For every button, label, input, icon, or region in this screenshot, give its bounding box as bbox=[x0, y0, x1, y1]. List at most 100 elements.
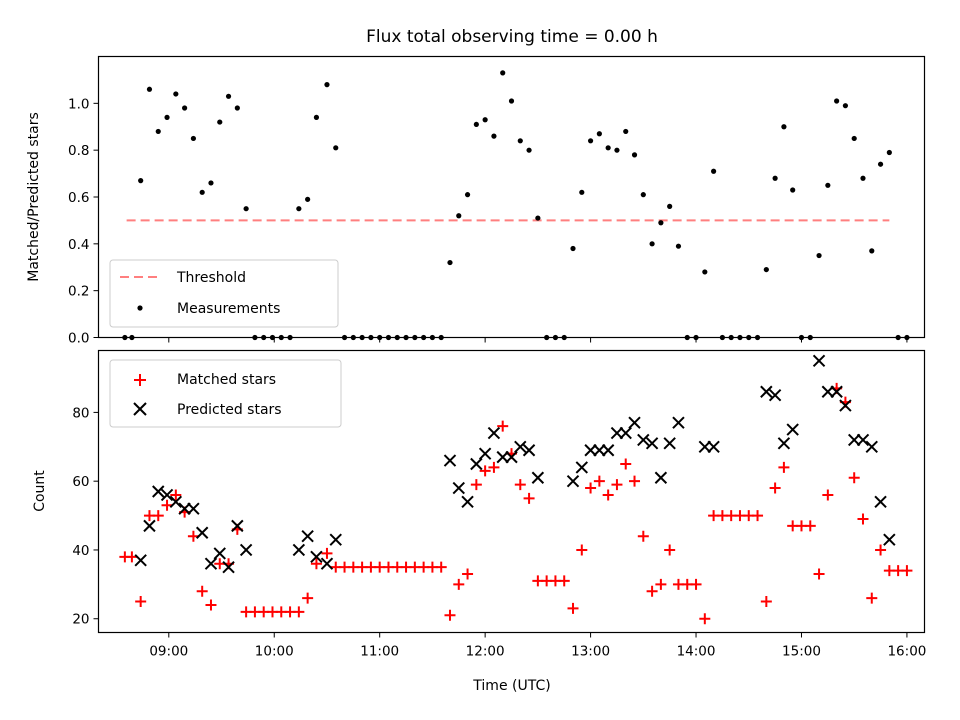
measurement-point bbox=[199, 189, 205, 195]
measurement-point bbox=[173, 91, 179, 97]
measurement-point bbox=[155, 128, 161, 135]
matched-point bbox=[488, 461, 500, 473]
measurement-point bbox=[649, 241, 655, 247]
predicted-point bbox=[812, 354, 826, 368]
predicted-point bbox=[329, 533, 342, 546]
predicted-point bbox=[169, 495, 183, 509]
measurement-point bbox=[208, 180, 214, 186]
matched-point bbox=[576, 544, 588, 556]
measurement-point bbox=[491, 133, 497, 139]
bottom-plot-frame bbox=[97, 349, 926, 634]
predicted-point bbox=[461, 495, 474, 509]
chart-title: Flux total observing time = 0.00 h bbox=[366, 27, 658, 47]
predicted-point bbox=[874, 495, 887, 509]
y-tick-label: 20 bbox=[72, 612, 89, 628]
legend-predicted-label: Predicted stars bbox=[177, 402, 282, 418]
top-y-axis: 0.0 0.2 0.4 0.6 0.8 1.0 bbox=[68, 96, 99, 347]
measurement-point bbox=[313, 114, 320, 120]
matched-point bbox=[822, 489, 834, 501]
measurement-point bbox=[217, 119, 223, 125]
measurement-point bbox=[816, 252, 822, 259]
predicted-point bbox=[496, 450, 509, 464]
predicted-point bbox=[865, 440, 878, 454]
predicted-point bbox=[645, 437, 659, 450]
top-plot-frame bbox=[97, 55, 926, 339]
measurement-point bbox=[658, 220, 664, 226]
predicted-point bbox=[601, 444, 615, 457]
matched-point bbox=[558, 575, 570, 587]
measurement-point bbox=[869, 248, 875, 254]
predicted-point bbox=[320, 557, 334, 570]
matched-point bbox=[196, 585, 208, 597]
predicted-point bbox=[593, 444, 606, 457]
matched-point bbox=[567, 602, 579, 614]
matched-point bbox=[813, 568, 825, 580]
predicted-point bbox=[478, 447, 492, 460]
matched-point bbox=[690, 578, 702, 590]
predicted-point bbox=[760, 385, 773, 398]
measurement-point bbox=[225, 93, 232, 99]
y-tick-label: 80 bbox=[72, 405, 89, 421]
measurement-point bbox=[623, 128, 629, 135]
y-tick-label: 0.0 bbox=[68, 331, 89, 347]
measurement-point bbox=[675, 243, 682, 249]
matched-point bbox=[602, 489, 614, 501]
measurement-point bbox=[234, 105, 240, 111]
measurement-point bbox=[614, 147, 620, 153]
predicted-point bbox=[143, 519, 156, 533]
predicted-point bbox=[619, 426, 632, 440]
matched-point bbox=[470, 479, 482, 491]
matched-point bbox=[629, 475, 641, 487]
predicted-point bbox=[584, 444, 597, 457]
measurement-point bbox=[587, 138, 594, 144]
y-tick-label: 0.6 bbox=[68, 190, 89, 206]
matched-point bbox=[664, 544, 676, 556]
matched-point bbox=[514, 479, 526, 491]
measurement-point bbox=[772, 175, 778, 181]
legend-measurements-swatch bbox=[137, 305, 143, 311]
measurement-point bbox=[296, 206, 302, 212]
measurement-point bbox=[860, 175, 866, 181]
predicted-point bbox=[628, 416, 641, 429]
predicted-point bbox=[195, 526, 209, 539]
predicted-point bbox=[531, 471, 545, 484]
measurement-point bbox=[473, 121, 479, 128]
measurement-point bbox=[579, 189, 585, 195]
predicted-point bbox=[222, 560, 235, 574]
matched-point bbox=[760, 596, 772, 608]
legend-matched-label: Matched stars bbox=[177, 372, 276, 388]
x-tick-label: 13:00 bbox=[571, 644, 610, 660]
matched-point bbox=[866, 592, 878, 604]
x-tick-label: 15:00 bbox=[782, 644, 821, 660]
measurement-point bbox=[464, 192, 471, 198]
y-tick-label: 40 bbox=[72, 543, 89, 559]
matched-point bbox=[637, 530, 649, 542]
predicted-point bbox=[301, 529, 314, 543]
predicted-point bbox=[839, 399, 852, 412]
legend-predicted-swatch bbox=[133, 402, 147, 416]
measurement-point bbox=[146, 86, 153, 92]
matched-point bbox=[646, 585, 658, 597]
measurement-point bbox=[517, 138, 523, 144]
matched-point bbox=[321, 547, 333, 559]
predicted-point bbox=[768, 388, 782, 402]
predicted-point bbox=[514, 440, 527, 454]
predicted-point bbox=[213, 547, 226, 560]
matched-point bbox=[778, 461, 790, 473]
predicted-point bbox=[566, 474, 580, 488]
measurement-point bbox=[781, 124, 787, 130]
predicted-point bbox=[239, 543, 253, 557]
predicted-point bbox=[637, 433, 650, 447]
y-tick-label: 0.2 bbox=[68, 284, 89, 300]
predicted-point bbox=[160, 488, 174, 502]
bottom-y-axis: 20 40 60 80 bbox=[72, 405, 99, 628]
x-tick-label: 14:00 bbox=[677, 644, 716, 660]
predicted-point bbox=[204, 557, 218, 570]
y-tick-label: 0.4 bbox=[68, 237, 89, 253]
measurement-point bbox=[842, 103, 849, 109]
predicted-point bbox=[654, 471, 668, 484]
top-legend: Threshold Measurements bbox=[109, 259, 339, 328]
predicted-point bbox=[786, 423, 799, 436]
predicted-point bbox=[830, 385, 843, 398]
predicted-point bbox=[777, 437, 791, 450]
